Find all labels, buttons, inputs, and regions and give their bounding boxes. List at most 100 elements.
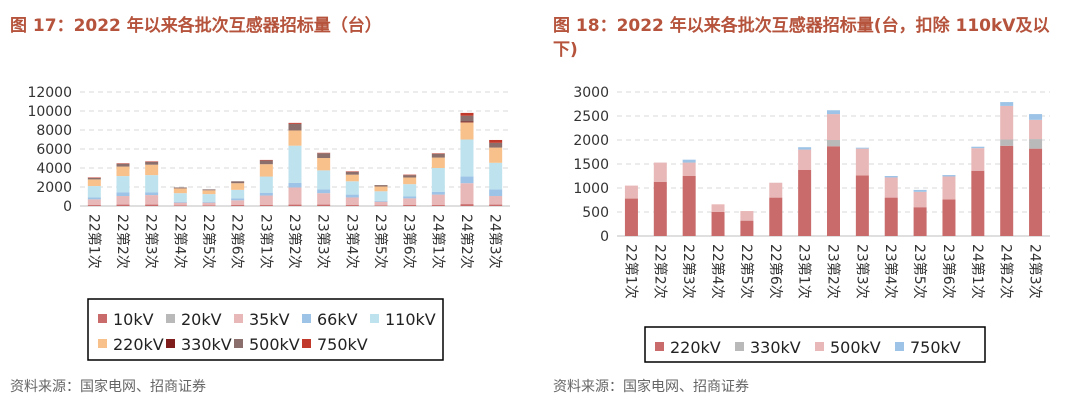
- x-category-label: 23第1次: [796, 244, 813, 299]
- bar-segment-500kV: [345, 171, 359, 175]
- bar-segment-750kV: [913, 189, 927, 192]
- bar-segment-35kV: [374, 201, 388, 206]
- bar-segment-35kV: [317, 193, 331, 205]
- bar-segment-66kV: [403, 196, 417, 199]
- legend-swatch: [166, 314, 175, 323]
- chart-18: 0 500 1000 1500 2000 2500 3000 22第1次 22第2次 22第3次 2…: [573, 85, 1050, 363]
- bar-segment-220kV: [769, 197, 783, 236]
- bar-segment-500kV: [682, 162, 696, 176]
- bar-segment-750kV: [460, 112, 474, 116]
- bar-segment-110kV: [431, 168, 445, 192]
- bar-segment-110kV: [345, 181, 359, 195]
- bar-segment-66kV: [231, 198, 245, 201]
- x-category-label: 24第2次: [998, 244, 1015, 299]
- x-category-label: 22第4次: [171, 214, 188, 269]
- bar-segment-110kV: [288, 145, 302, 183]
- bar-segment-10kV: [403, 205, 417, 206]
- bar-segment-110kV: [87, 186, 101, 198]
- bar-segment-220kV: [317, 158, 331, 171]
- x-category-label: 22第4次: [709, 244, 726, 299]
- legend-swatch: [234, 339, 243, 348]
- bar-segment-35kV: [145, 195, 159, 205]
- bar-segment-110kV: [403, 184, 417, 197]
- bar-segment-220kV: [288, 130, 302, 146]
- y-tick-label: 2000: [36, 180, 72, 196]
- bar-segment-66kV: [116, 192, 130, 197]
- bar-segment-500kV: [884, 177, 898, 198]
- bar-segment-220kV: [231, 183, 245, 190]
- legend-swatch: [98, 339, 107, 348]
- bar-segment-220kV: [431, 157, 445, 168]
- bar-segment-110kV: [173, 193, 187, 202]
- bar-segment-220kV: [1000, 145, 1014, 236]
- bar-segment-110kV: [202, 194, 216, 202]
- bar-segment-10kV: [460, 204, 474, 206]
- bar-segment-220kV: [259, 164, 273, 177]
- bar-segment-66kV: [259, 192, 273, 196]
- bar-segment-35kV: [231, 200, 245, 206]
- legend-label: 220kV: [113, 335, 164, 354]
- bar-segment-500kV: [145, 161, 159, 165]
- bar-segment-220kV: [653, 181, 667, 236]
- bar-segment-220kV: [173, 188, 187, 194]
- bar-segment-35kV: [173, 202, 187, 206]
- bar-segment-10kV: [288, 204, 302, 206]
- x-category-label: 23第4次: [343, 214, 360, 269]
- x-category-label: 23第5次: [372, 214, 389, 269]
- y-tick-label: 2000: [573, 133, 609, 149]
- bar-segment-750kV: [855, 147, 869, 149]
- bar-segment-220kV: [740, 220, 754, 236]
- bar-segment-750kV: [682, 159, 696, 163]
- x-category-label: 22第5次: [200, 214, 217, 269]
- x-category-label: 24第2次: [458, 214, 475, 269]
- bar-segment-750kV: [971, 146, 985, 149]
- bar-segment-110kV: [231, 189, 245, 199]
- bar-segment-500kV: [971, 148, 985, 171]
- bar-segment-110kV: [317, 170, 331, 190]
- bar-segment-220kV: [87, 179, 101, 187]
- bar-segment-110kV: [489, 162, 503, 190]
- bar-segment-220kV: [403, 177, 417, 185]
- y-tick-label: 1000: [573, 181, 609, 197]
- bar-segment-35kV: [431, 194, 445, 206]
- bar-segment-750kV: [884, 176, 898, 178]
- bar-segment-500kV: [942, 176, 956, 200]
- bar-segment-500kV: [173, 187, 187, 189]
- bar-segment-66kV: [431, 191, 445, 195]
- y-tick-label: 4000: [36, 161, 72, 177]
- y-tick-label: 10000: [27, 104, 72, 120]
- x-category-label: 22第6次: [229, 214, 246, 269]
- bar-segment-750kV: [942, 175, 956, 177]
- bar-segment-35kV: [403, 198, 417, 206]
- bar-segment-220kV: [971, 170, 985, 236]
- legend-swatch: [302, 314, 311, 323]
- figure-18-title: 图 18：2022 年以来各批次互感器招标量(台，扣除 110kV及以下): [553, 16, 1050, 60]
- figure-17-source: 资料来源：国家电网、招商证券: [10, 379, 206, 395]
- bar-segment-500kV: [855, 148, 869, 176]
- bar-segment-10kV: [145, 204, 159, 206]
- legend-swatch: [302, 339, 311, 348]
- figure-18-source: 资料来源：国家电网、招商证券: [553, 379, 749, 395]
- y-tick-label: 1500: [573, 157, 609, 173]
- bar-segment-110kV: [116, 176, 130, 193]
- x-category-label: 22第5次: [738, 244, 755, 299]
- bar-segment-220kV: [682, 176, 696, 236]
- legend-label: 10kV: [113, 310, 154, 329]
- bar-segment-330kV: [1000, 139, 1014, 146]
- y-tick-label: 2500: [573, 109, 609, 125]
- y-tick-label: 3000: [573, 85, 609, 101]
- x-category-label: 23第2次: [825, 244, 842, 299]
- bar-segment-220kV: [711, 212, 725, 236]
- y-tick-label: 8000: [36, 123, 72, 139]
- x-category-label: 23第4次: [882, 244, 899, 299]
- bar-segment-10kV: [317, 204, 331, 206]
- legend-swatch: [895, 342, 904, 351]
- bar-segment-10kV: [231, 205, 245, 206]
- bar-segment-500kV: [798, 149, 812, 170]
- x-category-label: 22第6次: [767, 244, 784, 299]
- legend-swatch: [655, 342, 664, 351]
- bar-segment-330kV: [1029, 139, 1043, 149]
- legend-label: 66kV: [317, 310, 358, 329]
- x-category-label: 24第3次: [1027, 244, 1044, 299]
- bar-segment-500kV: [1029, 119, 1043, 140]
